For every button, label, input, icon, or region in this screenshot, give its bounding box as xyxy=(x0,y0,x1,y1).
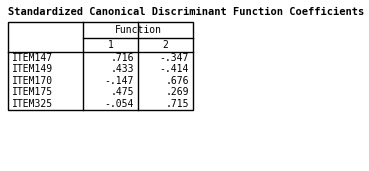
Text: -.147: -.147 xyxy=(105,76,134,86)
Text: Standardized Canonical Discriminant Function Coefficients: Standardized Canonical Discriminant Func… xyxy=(8,7,364,17)
Text: -.414: -.414 xyxy=(160,64,189,74)
Text: Function: Function xyxy=(114,25,162,35)
Text: .269: .269 xyxy=(166,87,189,97)
Text: ITEM325: ITEM325 xyxy=(12,99,53,109)
Text: ITEM149: ITEM149 xyxy=(12,64,53,74)
Text: .715: .715 xyxy=(166,99,189,109)
Bar xyxy=(8,22,193,109)
Text: .716: .716 xyxy=(110,53,134,63)
Text: -.347: -.347 xyxy=(160,53,189,63)
Text: .676: .676 xyxy=(166,76,189,86)
Text: -.054: -.054 xyxy=(105,99,134,109)
Text: .475: .475 xyxy=(110,87,134,97)
Text: ITEM147: ITEM147 xyxy=(12,53,53,63)
Text: ITEM175: ITEM175 xyxy=(12,87,53,97)
Text: 1: 1 xyxy=(107,40,113,50)
Text: .433: .433 xyxy=(110,64,134,74)
Text: 2: 2 xyxy=(163,40,168,50)
Text: ITEM170: ITEM170 xyxy=(12,76,53,86)
